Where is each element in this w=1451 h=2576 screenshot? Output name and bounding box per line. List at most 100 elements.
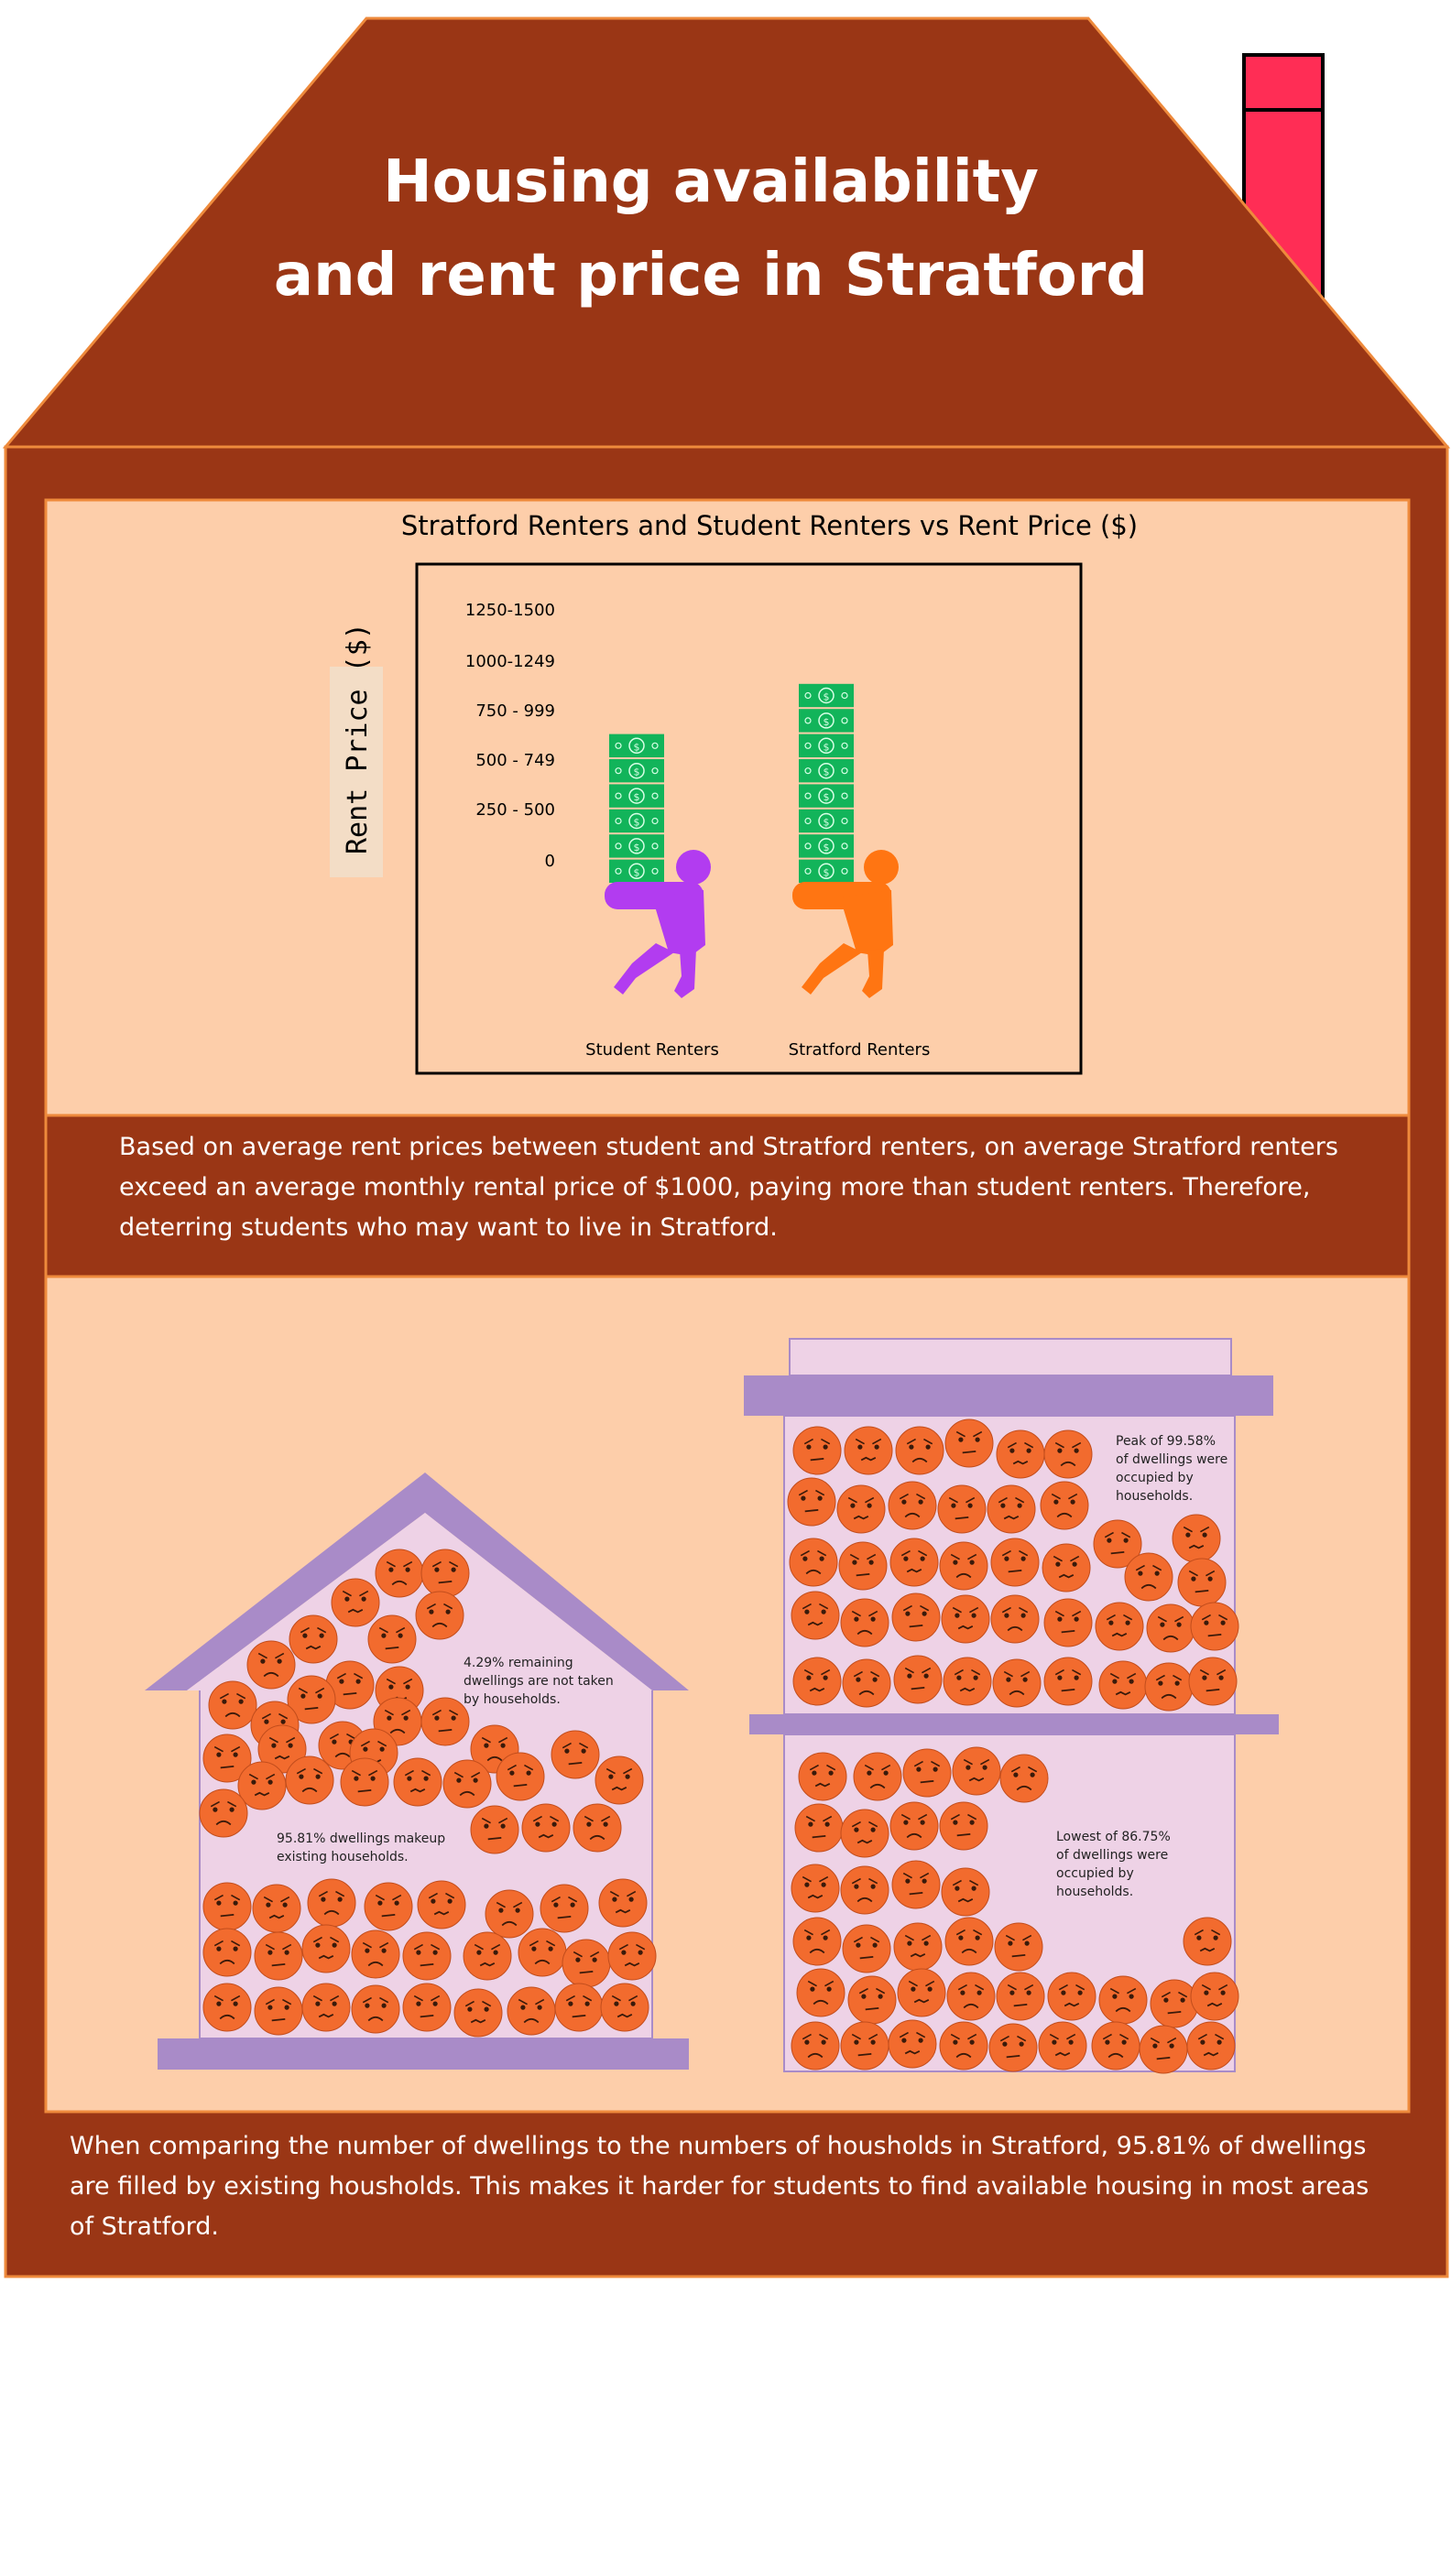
household-face-icon [1150, 1979, 1199, 2028]
household-face-icon [551, 1730, 600, 1779]
household-face-icon [199, 1788, 248, 1838]
y-axis-label: Rent Price ($) [342, 623, 374, 854]
household-face-icon [562, 1939, 611, 1988]
stratford-renter-figure [792, 850, 899, 998]
household-face-icon [842, 1658, 891, 1708]
household-face-icon [375, 1549, 424, 1598]
note-lowest: Lowest of 86.75% of dwellings were occup… [1056, 1830, 1174, 1899]
household-face-icon [301, 1924, 351, 1973]
money-bill-icon: $ [799, 784, 854, 808]
household-face-icon [463, 1931, 512, 1981]
household-face-icon [1183, 1917, 1232, 1966]
y-tick-label: 1250-1500 [465, 601, 555, 620]
household-face-icon [895, 1426, 944, 1475]
household-face-icon [1190, 1972, 1239, 2021]
svg-text:$: $ [634, 791, 640, 803]
household-face-icon [893, 1922, 943, 1972]
household-face-icon [420, 1549, 470, 1598]
money-bill-icon: $ [799, 709, 854, 733]
student-renter-figure [605, 850, 711, 998]
x-label-stratford: Stratford Renters [789, 1040, 931, 1060]
household-face-icon [496, 1752, 545, 1801]
household-face-icon [944, 1917, 994, 1966]
household-face-icon [1047, 1972, 1096, 2021]
household-face-icon [1188, 1657, 1238, 1706]
household-face-icon [838, 1541, 888, 1591]
household-face-icon [202, 1734, 252, 1783]
household-face-icon [952, 1746, 1001, 1796]
household-face-icon [840, 1865, 889, 1915]
household-face-icon [853, 1752, 902, 1801]
household-face-icon [521, 1803, 571, 1853]
svg-text:$: $ [824, 691, 830, 703]
household-face-icon [351, 1984, 400, 2034]
household-face-icon [792, 1426, 842, 1475]
household-face-icon [1177, 1558, 1227, 1607]
household-face-icon [1095, 1602, 1144, 1651]
svg-text:$: $ [634, 741, 640, 753]
household-face-icon [888, 2019, 937, 2069]
household-face-icon [889, 1538, 939, 1587]
household-face-icon [990, 1594, 1040, 1644]
household-face-icon [1186, 2021, 1236, 2071]
household-face-icon [1043, 1429, 1093, 1479]
household-face-icon [1093, 1519, 1142, 1569]
household-face-icon [941, 1867, 990, 1917]
household-face-icon [285, 1755, 334, 1805]
household-face-icon [1098, 1660, 1148, 1710]
household-face-icon [796, 1968, 846, 2017]
household-face-icon [485, 1889, 534, 1939]
household-face-icon [791, 1591, 840, 1640]
household-face-icon [202, 1983, 252, 2032]
title-line-1: Housing availability [383, 148, 1039, 216]
household-face-icon [939, 1541, 988, 1591]
note-peak: Peak of 99.58% of dwellings were occupie… [1116, 1434, 1232, 1504]
household-face-icon [941, 1594, 990, 1644]
y-axis-label-box: Rent Price ($) [330, 623, 383, 877]
household-face-icon [402, 1931, 452, 1981]
household-face-icon [1190, 1602, 1239, 1651]
chart-panel [44, 498, 1411, 1117]
household-face-icon [202, 1928, 252, 1977]
rent-summary-text: Based on average rent prices between stu… [119, 1133, 1338, 1242]
household-face-icon [1124, 1552, 1173, 1602]
household-face-icon [946, 1972, 996, 2021]
household-face-icon [301, 1983, 351, 2032]
note-remaining: 4.29% remaining dwellings are not taken … [464, 1656, 617, 1707]
household-face-icon [798, 1752, 847, 1801]
household-face-icon [325, 1660, 375, 1710]
household-face-icon [996, 1972, 1045, 2021]
title-line-2: and rent price in Stratford [274, 242, 1148, 310]
bill-stack-student: $ $ $ $ $ $ [609, 734, 664, 883]
household-face-icon [897, 1968, 946, 2017]
svg-text:$: $ [824, 842, 830, 853]
bill-stacks: $ $ $ $ $ $ $ $ $ $ $ $ $ $ [609, 683, 854, 883]
svg-text:$: $ [634, 842, 640, 853]
household-face-icon [364, 1882, 413, 1931]
svg-text:$: $ [824, 866, 830, 878]
dwellings-illustration: 4.29% remaining dwellings are not taken … [145, 1338, 1279, 2074]
household-face-icon [994, 1922, 1043, 1972]
household-face-icon [600, 1983, 649, 2032]
household-face-icon [891, 1592, 941, 1642]
household-face-icon [943, 1657, 992, 1706]
household-face-icon [792, 1917, 842, 1966]
x-label-student: Student Renters [585, 1040, 719, 1060]
household-face-icon [507, 1986, 556, 2036]
household-face-icon [836, 1484, 886, 1534]
household-face-icon [1098, 1975, 1148, 2025]
chart-frame [415, 562, 1083, 1075]
household-face-icon [842, 1924, 891, 1973]
household-face-icon [287, 1675, 336, 1724]
household-faces-left [199, 1549, 657, 2038]
bill-stack-stratford: $ $ $ $ $ $ $ $ [799, 683, 854, 883]
household-faces-right [787, 1418, 1239, 2074]
household-face-icon [420, 1697, 470, 1746]
household-face-icon [415, 1591, 464, 1640]
y-tick-label: 750 - 999 [475, 701, 555, 721]
household-face-icon [990, 1538, 1040, 1587]
text-band [44, 1114, 1411, 1278]
money-bill-icon: $ [799, 759, 854, 783]
svg-text:$: $ [824, 766, 830, 778]
household-face-icon [893, 1655, 943, 1704]
